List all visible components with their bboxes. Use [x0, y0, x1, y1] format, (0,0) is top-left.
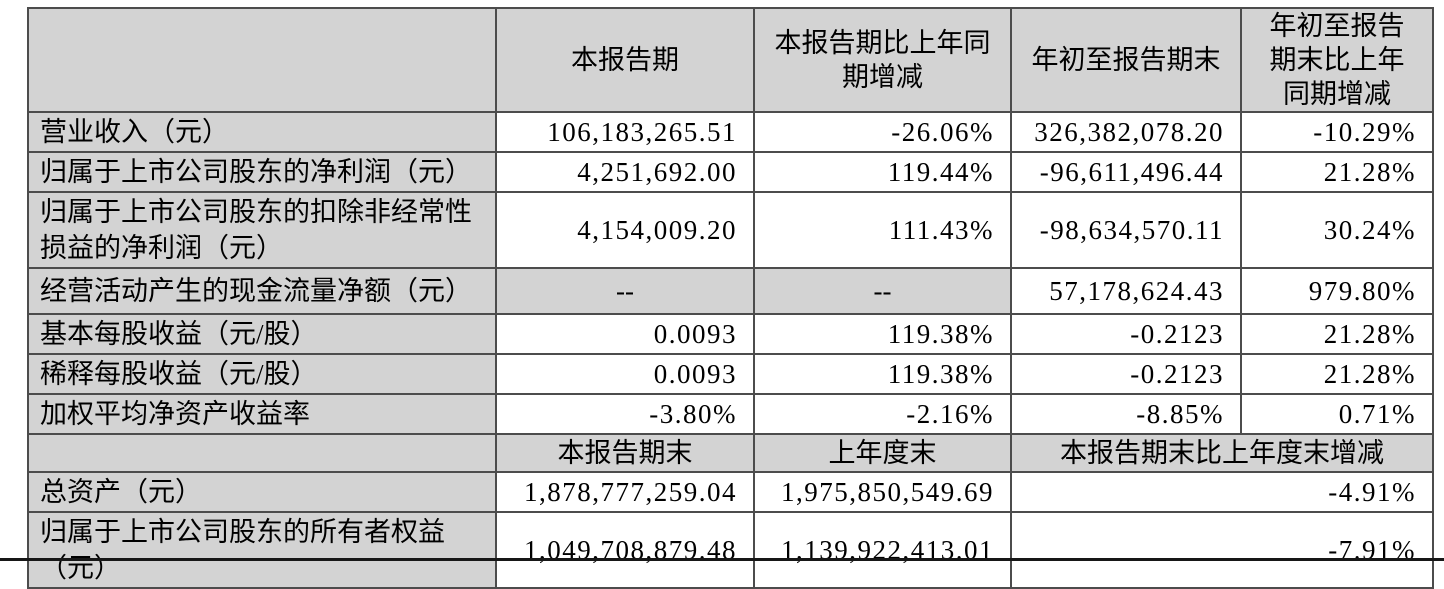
row-label: 营业收入（元）: [27, 111, 497, 153]
cell-ytd-vs-prior: 0.71%: [1240, 393, 1434, 435]
subheader-row: 本报告期末 上年度末 本报告期末比上年度末增减: [27, 433, 1434, 473]
cell-current-period: --: [495, 267, 755, 315]
header-row: 本报告期 本报告期比上年同 期增减 年初至报告期末 年初至报告 期末比上年 同期…: [27, 7, 1434, 113]
cell-current-period: 4,251,692.00: [495, 151, 755, 193]
subheader-corner-cell: [27, 433, 497, 473]
row-label: 归属于上市公司股东的扣除非经常性 损益的净利润（元）: [27, 191, 497, 269]
row-label: 加权平均净资产收益率: [27, 393, 497, 435]
table-row-weighted-avg-roe: 加权平均净资产收益率 -3.80% -2.16% -8.85% 0.71%: [27, 393, 1434, 435]
cell-current-period: 0.0093: [495, 313, 755, 355]
subheader-prior-year-end: 上年度末: [753, 433, 1012, 473]
cell-ytd: -0.2123: [1010, 313, 1242, 355]
col-header-ytd-vs-prior-year: 年初至报告 期末比上年 同期增减: [1240, 7, 1434, 113]
table-row-net-profit-excl-nonrecurring: 归属于上市公司股东的扣除非经常性 损益的净利润（元） 4,154,009.20 …: [27, 191, 1434, 269]
cell-ytd: -96,611,496.44: [1010, 151, 1242, 193]
table-row-total-assets: 总资产（元） 1,878,777,259.04 1,975,850,549.69…: [27, 471, 1434, 513]
cell-ytd: -98,634,570.11: [1010, 191, 1242, 269]
cell-ytd: 57,178,624.43: [1010, 267, 1242, 315]
cell-current-vs-prior: 119.38%: [753, 313, 1012, 355]
row-label: 经营活动产生的现金流量净额（元）: [27, 267, 497, 315]
cell-current-vs-prior: -26.06%: [753, 111, 1012, 153]
financial-summary-table: 本报告期 本报告期比上年同 期增减 年初至报告期末 年初至报告 期末比上年 同期…: [27, 7, 1434, 589]
cell-prior-year-end: 1,139,922,413.01: [753, 511, 1012, 589]
cell-change: -4.91%: [1010, 471, 1434, 513]
cell-ytd-vs-prior: 30.24%: [1240, 191, 1434, 269]
cell-current-vs-prior: 111.43%: [753, 191, 1012, 269]
table-row-basic-eps: 基本每股收益（元/股） 0.0093 119.38% -0.2123 21.28…: [27, 313, 1434, 355]
subheader-period-end: 本报告期末: [495, 433, 755, 473]
cell-ytd-vs-prior: 21.28%: [1240, 313, 1434, 355]
row-label: 总资产（元）: [27, 471, 497, 513]
cell-ytd: -0.2123: [1010, 353, 1242, 395]
cell-ytd: 326,382,078.20: [1010, 111, 1242, 153]
page-bottom-rule: [0, 558, 1444, 561]
table-row-diluted-eps: 稀释每股收益（元/股） 0.0093 119.38% -0.2123 21.28…: [27, 353, 1434, 395]
col-header-year-to-date: 年初至报告期末: [1010, 7, 1242, 113]
row-label: 归属于上市公司股东的净利润（元）: [27, 151, 497, 193]
table-row-net-profit: 归属于上市公司股东的净利润（元） 4,251,692.00 119.44% -9…: [27, 151, 1434, 193]
cell-current-vs-prior: 119.44%: [753, 151, 1012, 193]
corner-header-cell: [27, 7, 497, 113]
cell-current-period: 0.0093: [495, 353, 755, 395]
cell-change: -7.91%: [1010, 511, 1434, 589]
row-label: 归属于上市公司股东的所有者权益 （元）: [27, 511, 497, 589]
cell-ytd-vs-prior: 21.28%: [1240, 353, 1434, 395]
col-header-current-vs-prior-year: 本报告期比上年同 期增减: [753, 7, 1012, 113]
cell-ytd-vs-prior: -10.29%: [1240, 111, 1434, 153]
cell-period-end: 1,878,777,259.04: [495, 471, 755, 513]
cell-prior-year-end: 1,975,850,549.69: [753, 471, 1012, 513]
cell-ytd-vs-prior: 21.28%: [1240, 151, 1434, 193]
cell-ytd-vs-prior: 979.80%: [1240, 267, 1434, 315]
row-label: 基本每股收益（元/股）: [27, 313, 497, 355]
table-row-revenue: 营业收入（元） 106,183,265.51 -26.06% 326,382,0…: [27, 111, 1434, 153]
cell-current-vs-prior: 119.38%: [753, 353, 1012, 395]
table-row-equity-attributable-to-shareholders: 归属于上市公司股东的所有者权益 （元） 1,049,708,879.48 1,1…: [27, 511, 1434, 589]
table-row-operating-cash-flow: 经营活动产生的现金流量净额（元） -- -- 57,178,624.43 979…: [27, 267, 1434, 315]
cell-ytd: -8.85%: [1010, 393, 1242, 435]
row-label: 稀释每股收益（元/股）: [27, 353, 497, 395]
cell-current-vs-prior: --: [753, 267, 1012, 315]
subheader-period-end-vs-prior-year-end: 本报告期末比上年度末增减: [1010, 433, 1434, 473]
cell-current-period: -3.80%: [495, 393, 755, 435]
cell-current-period: 4,154,009.20: [495, 191, 755, 269]
col-header-current-period: 本报告期: [495, 7, 755, 113]
cell-period-end: 1,049,708,879.48: [495, 511, 755, 589]
cell-current-vs-prior: -2.16%: [753, 393, 1012, 435]
cell-current-period: 106,183,265.51: [495, 111, 755, 153]
